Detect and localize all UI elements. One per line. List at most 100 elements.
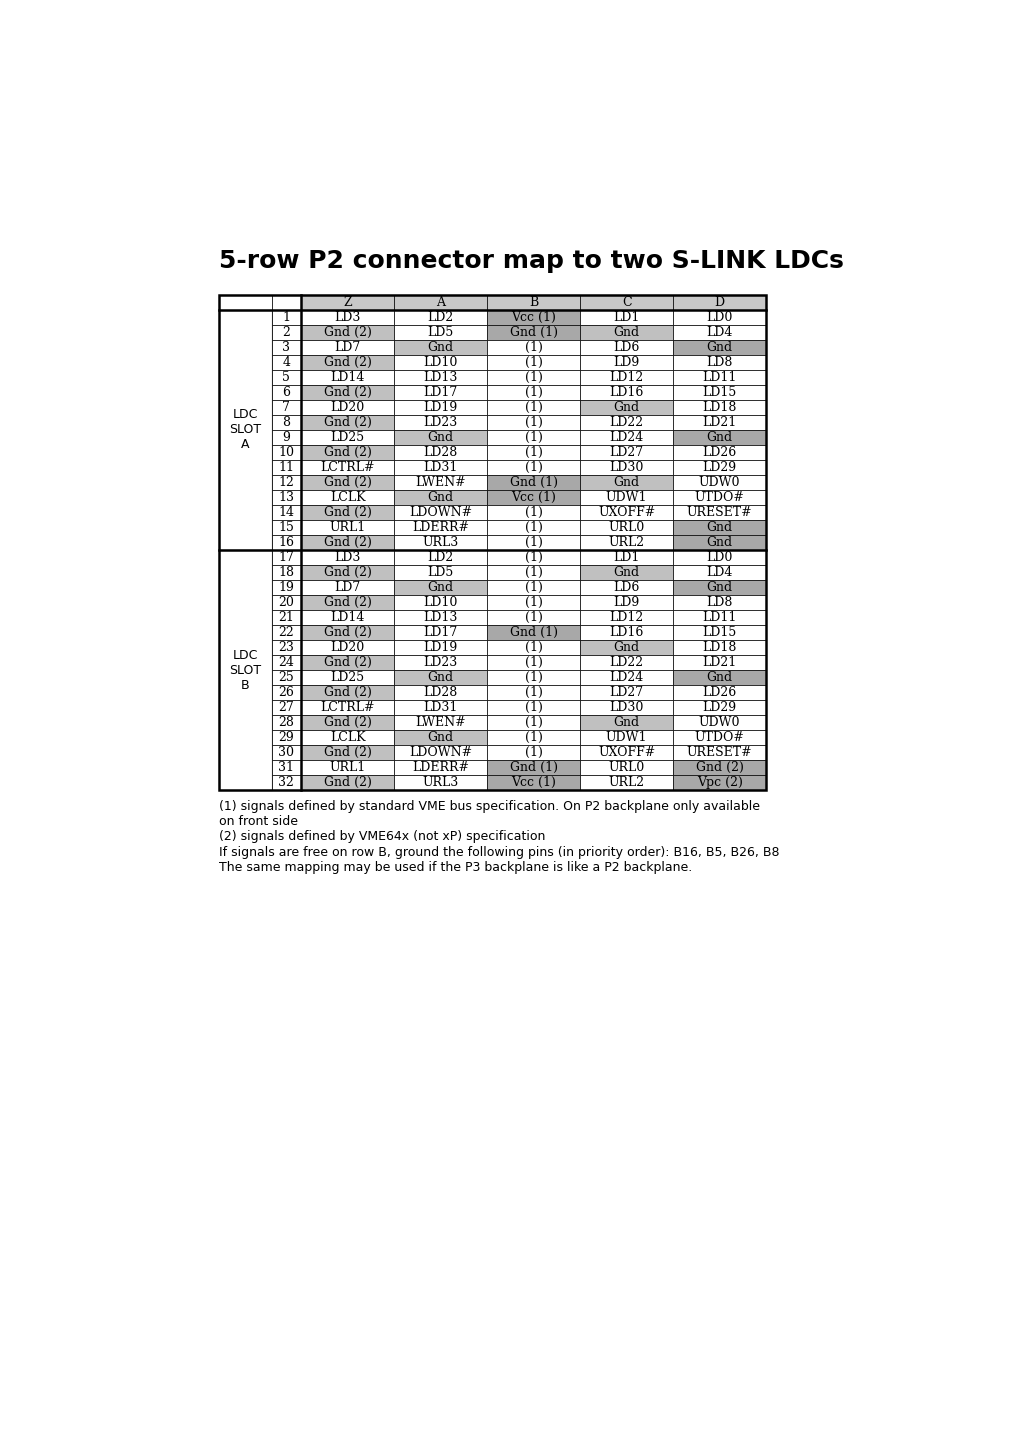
Bar — [301, 670, 393, 685]
Text: Gnd (1): Gnd (1) — [510, 326, 557, 339]
Text: UDW1: UDW1 — [605, 491, 647, 504]
Bar — [673, 655, 765, 670]
Text: Gnd: Gnd — [706, 582, 732, 595]
Bar — [580, 685, 673, 700]
Bar — [580, 610, 673, 625]
Text: LD28: LD28 — [423, 446, 458, 459]
Bar — [393, 416, 487, 430]
Bar — [673, 369, 765, 385]
Bar — [301, 505, 393, 519]
Bar — [673, 416, 765, 430]
Bar — [393, 760, 487, 775]
Bar — [487, 310, 580, 325]
Text: (1): (1) — [524, 401, 542, 414]
Text: URL0: URL0 — [608, 762, 644, 775]
Bar — [673, 444, 765, 460]
Text: LDOWN#: LDOWN# — [409, 746, 472, 759]
Text: Gnd (2): Gnd (2) — [323, 385, 371, 398]
Text: Gnd (2): Gnd (2) — [323, 476, 371, 489]
Text: 23: 23 — [278, 641, 294, 654]
Bar — [271, 700, 301, 716]
Text: LD8: LD8 — [706, 596, 732, 609]
Text: The same mapping may be used if the P3 backplane is like a P2 backplane.: The same mapping may be used if the P3 b… — [219, 861, 692, 874]
Text: (1): (1) — [524, 687, 542, 700]
Bar — [673, 341, 765, 355]
Bar — [393, 745, 487, 760]
Bar — [271, 385, 301, 400]
Text: LD9: LD9 — [612, 596, 639, 609]
Text: URL3: URL3 — [422, 776, 459, 789]
Bar — [301, 730, 393, 745]
Bar — [271, 341, 301, 355]
Text: Gnd (1): Gnd (1) — [510, 626, 557, 639]
Text: UXOFF#: UXOFF# — [597, 746, 654, 759]
Bar — [673, 566, 765, 580]
Text: (1): (1) — [524, 657, 542, 670]
Bar — [580, 595, 673, 610]
Bar — [301, 325, 393, 341]
Bar — [271, 641, 301, 655]
Bar — [301, 310, 393, 325]
Bar — [301, 294, 393, 310]
Text: LD26: LD26 — [702, 687, 736, 700]
Bar — [673, 294, 765, 310]
Bar — [271, 550, 301, 566]
Bar — [673, 745, 765, 760]
Bar — [580, 460, 673, 475]
Bar — [271, 566, 301, 580]
Text: LD8: LD8 — [706, 356, 732, 369]
Text: Gnd: Gnd — [427, 671, 453, 684]
Bar — [393, 730, 487, 745]
Bar — [487, 519, 580, 535]
Text: LD28: LD28 — [423, 687, 458, 700]
Bar — [580, 760, 673, 775]
Bar — [271, 685, 301, 700]
Text: 5: 5 — [282, 371, 290, 384]
Text: LD23: LD23 — [423, 657, 458, 670]
Text: LD10: LD10 — [423, 356, 458, 369]
Text: 15: 15 — [278, 521, 294, 534]
Text: (1): (1) — [524, 582, 542, 595]
Bar — [271, 730, 301, 745]
Text: LD5: LD5 — [427, 326, 453, 339]
Bar — [393, 444, 487, 460]
Text: 10: 10 — [278, 446, 294, 459]
Text: 30: 30 — [278, 746, 294, 759]
Text: LD6: LD6 — [612, 341, 639, 354]
Bar — [271, 325, 301, 341]
Text: Gnd (2): Gnd (2) — [323, 596, 371, 609]
Bar — [393, 505, 487, 519]
Bar — [673, 730, 765, 745]
Text: LCTRL#: LCTRL# — [320, 460, 375, 473]
Bar — [271, 610, 301, 625]
Bar — [219, 550, 271, 791]
Text: 14: 14 — [278, 506, 294, 519]
Text: UXOFF#: UXOFF# — [597, 506, 654, 519]
Text: B: B — [529, 296, 538, 309]
Bar — [393, 716, 487, 730]
Bar — [301, 416, 393, 430]
Bar — [271, 716, 301, 730]
Text: LD5: LD5 — [427, 566, 453, 579]
Text: 7: 7 — [282, 401, 290, 414]
Bar — [271, 519, 301, 535]
Text: LDC
SLOT
A: LDC SLOT A — [229, 408, 261, 452]
Text: Gnd (2): Gnd (2) — [323, 416, 371, 429]
Bar — [487, 505, 580, 519]
Bar — [580, 444, 673, 460]
Text: LDERR#: LDERR# — [412, 762, 469, 775]
Text: 5-row P2 connector map to two S-LINK LDCs: 5-row P2 connector map to two S-LINK LDC… — [219, 248, 843, 273]
Text: LD6: LD6 — [612, 582, 639, 595]
Text: (1): (1) — [524, 551, 542, 564]
Text: LD30: LD30 — [608, 701, 643, 714]
Bar — [271, 745, 301, 760]
Bar — [393, 341, 487, 355]
Bar — [487, 730, 580, 745]
Bar — [487, 325, 580, 341]
Text: (1): (1) — [524, 535, 542, 550]
Text: 2: 2 — [282, 326, 290, 339]
Bar — [487, 460, 580, 475]
Text: (1): (1) — [524, 746, 542, 759]
Bar — [301, 430, 393, 444]
Text: Vpc (2): Vpc (2) — [696, 776, 742, 789]
